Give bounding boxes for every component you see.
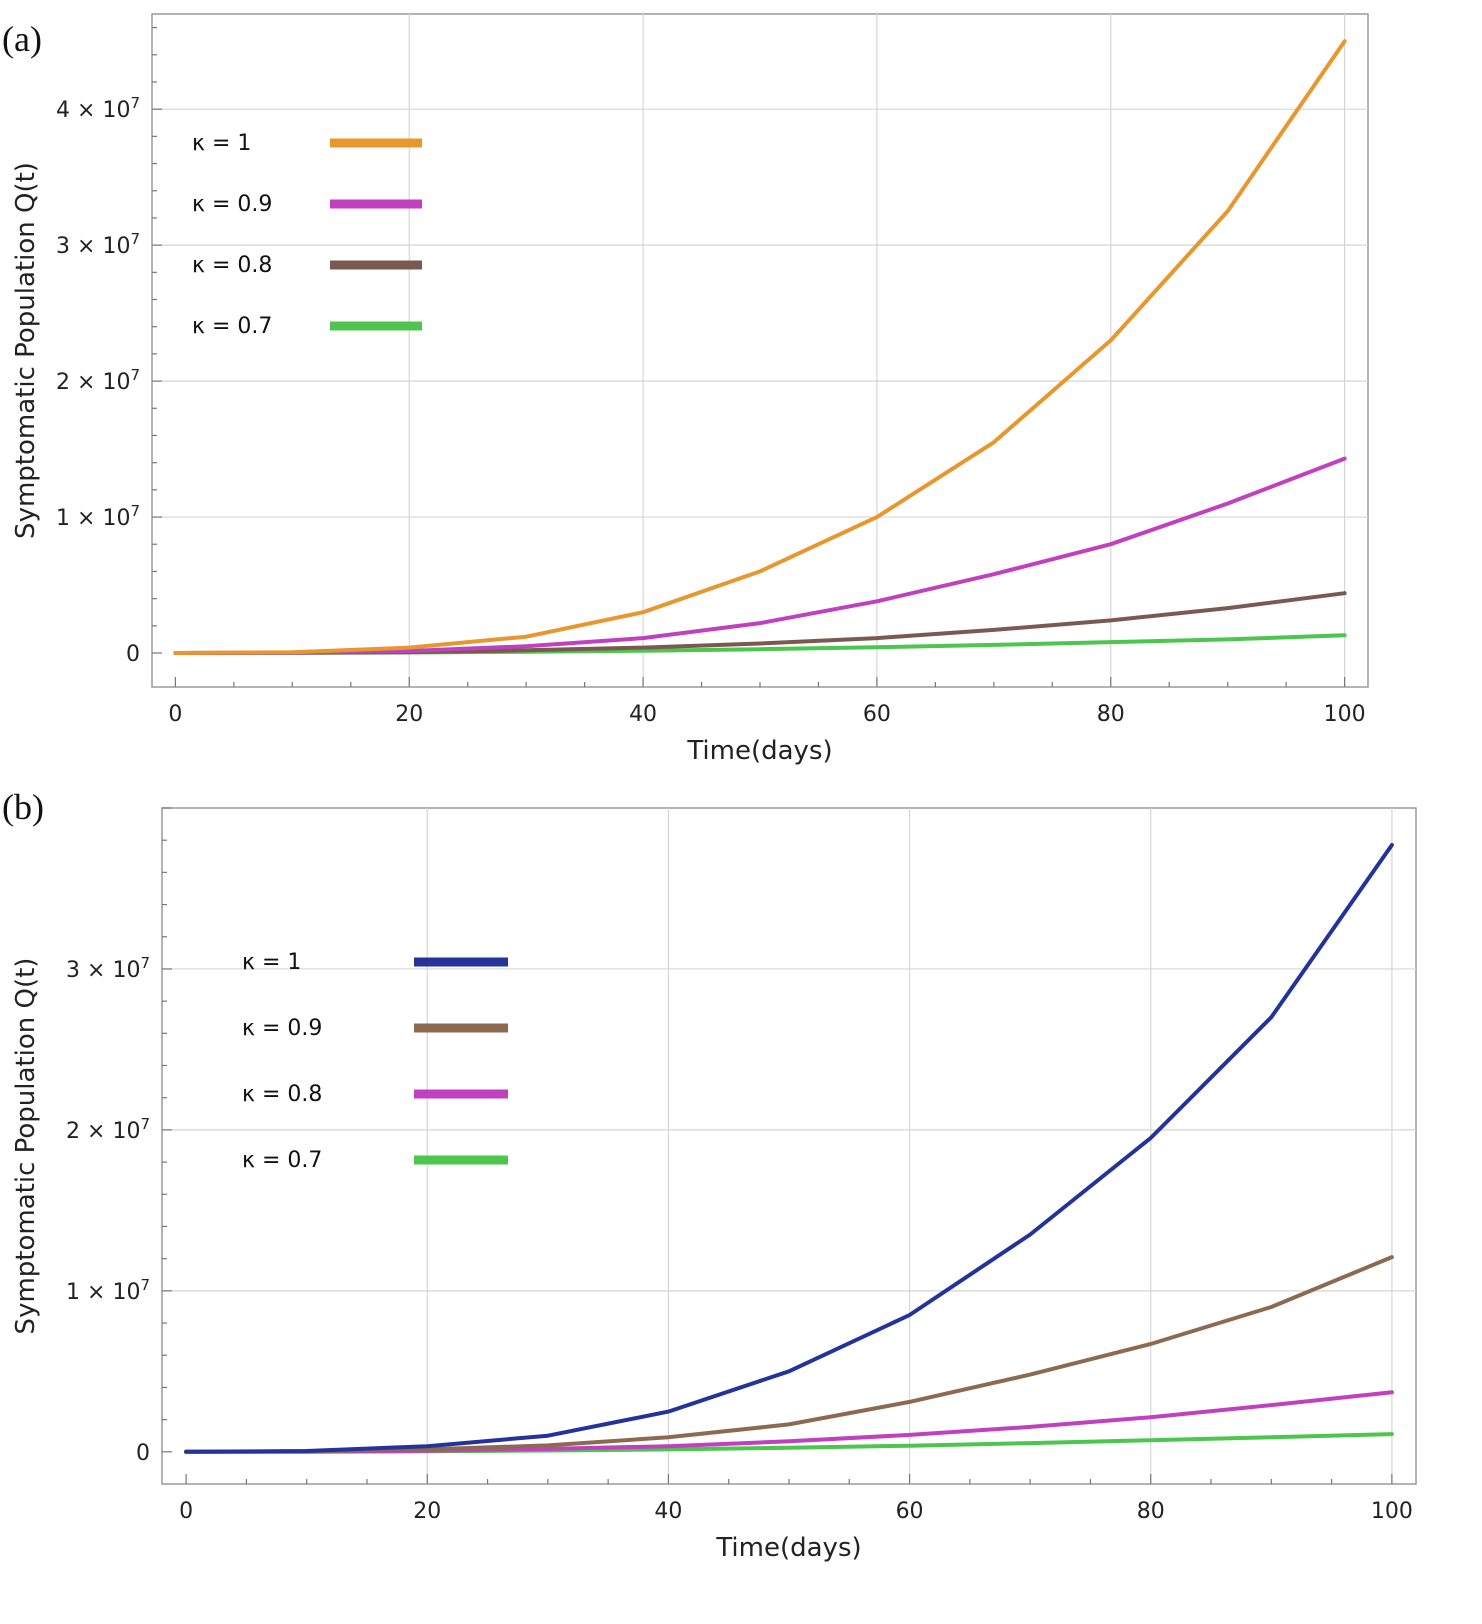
x-tick-label: 20: [413, 1499, 441, 1524]
legend-label-2: κ = 0.8: [192, 253, 272, 278]
x-axis-title: Time(days): [715, 1533, 861, 1563]
y-tick-label: 3 × 107: [66, 954, 150, 983]
y-tick-label: 0: [126, 642, 140, 667]
legend-label-2: κ = 0.8: [242, 1082, 322, 1107]
plot-frame: [161, 807, 1417, 1485]
y-tick-label: 2 × 107: [66, 1115, 150, 1144]
plot-frame: [151, 13, 1369, 688]
y-tick-label: 1 × 107: [66, 1276, 150, 1305]
x-tick-label: 80: [1097, 702, 1125, 727]
legend-label-0: κ = 1: [192, 131, 251, 156]
legend-label-0: κ = 1: [242, 950, 301, 975]
y-axis-title: Symptomatic Population Q(t): [11, 958, 41, 1335]
x-tick-label: 60: [863, 702, 891, 727]
x-tick-label: 100: [1371, 1499, 1413, 1524]
x-tick-label: 60: [896, 1499, 924, 1524]
x-tick-label: 20: [395, 702, 423, 727]
panel-label-a: (a): [2, 19, 42, 59]
legend-label-3: κ = 0.7: [242, 1148, 322, 1173]
x-tick-label: 100: [1324, 702, 1366, 727]
series-line-0: [184, 843, 1394, 1454]
y-tick-label: 4 × 107: [56, 94, 140, 123]
legend-label-1: κ = 0.9: [242, 1016, 322, 1041]
x-tick-label: 0: [168, 702, 182, 727]
series-line-1: [173, 456, 1347, 655]
x-tick-label: 40: [629, 702, 657, 727]
x-tick-label: 80: [1137, 1499, 1165, 1524]
x-tick-label: 0: [179, 1499, 193, 1524]
panel-label-b: (b): [2, 787, 44, 827]
y-tick-label: 0: [136, 1441, 150, 1466]
y-axis-title: Symptomatic Population Q(t): [11, 162, 41, 539]
series-line-1: [184, 1255, 1394, 1454]
y-tick-label: 3 × 107: [56, 230, 140, 259]
series-line-0: [173, 39, 1347, 655]
x-axis-title: Time(days): [686, 736, 832, 766]
legend-label-3: κ = 0.7: [192, 314, 272, 339]
legend-label-1: κ = 0.9: [192, 192, 272, 217]
x-tick-label: 40: [654, 1499, 682, 1524]
y-tick-label: 1 × 107: [56, 502, 140, 531]
y-tick-label: 2 × 107: [56, 366, 140, 395]
